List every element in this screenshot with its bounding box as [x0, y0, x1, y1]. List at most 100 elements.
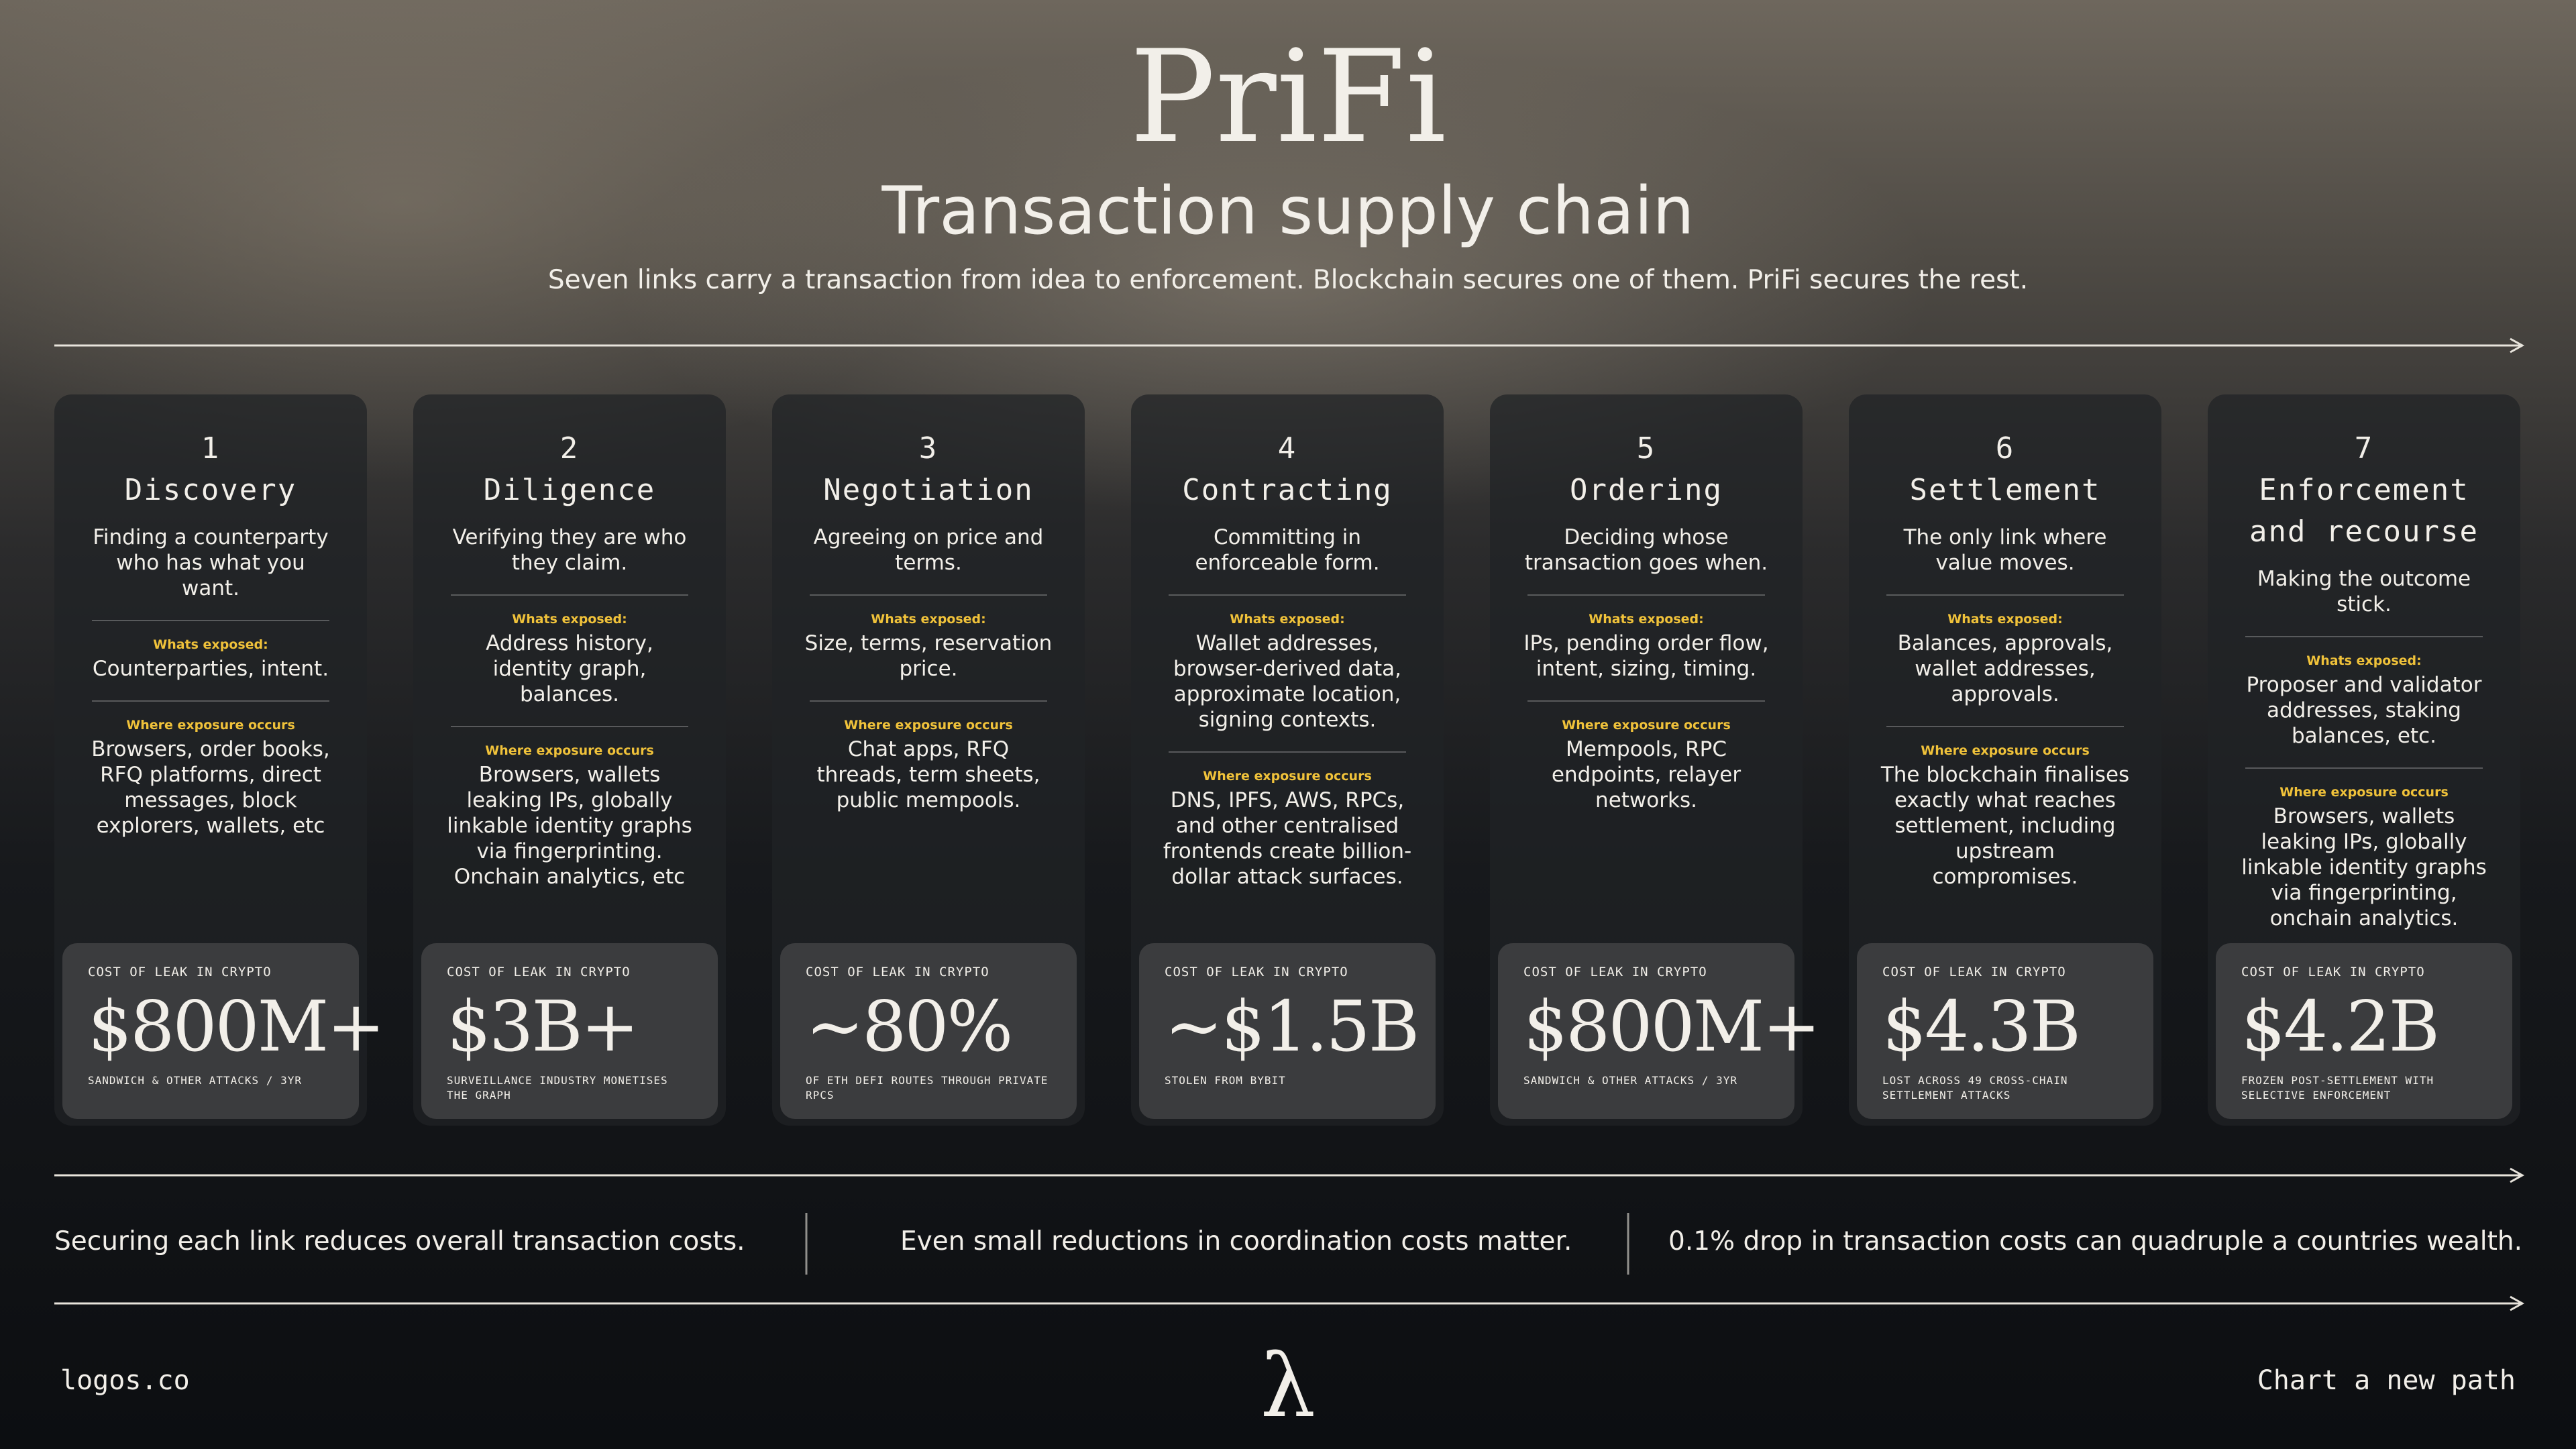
statement: 0.1% drop in transaction costs can quadr… [1668, 1226, 2522, 1256]
title: PriFi [1129, 23, 1447, 171]
separator [1169, 594, 1406, 596]
separator [810, 700, 1047, 702]
card-number: 6 [1995, 431, 2015, 466]
card-number: 2 [559, 431, 580, 466]
card-title: Negotiation [823, 473, 1034, 507]
cost-box: COST OF LEAK IN CRYPTO $3B+ SURVEILLANCE I… [421, 943, 718, 1119]
card-number: 4 [1277, 431, 1297, 466]
occurs-text: Browsers, order books, RFQ platforms, di… [91, 737, 330, 838]
cost-box: COST OF LEAK IN CRYPTO ~80% OF ETH DEFI RO… [780, 943, 1077, 1119]
card-title: Discovery [124, 473, 297, 507]
separator [2245, 636, 2483, 637]
card: 7 Enforcement and recourse Making the outc… [2208, 394, 2520, 1126]
card-description: The only link where value moves. [1903, 525, 2107, 575]
cost-box: COST OF LEAK IN CRYPTO ~$1.5B STOLEN FROM … [1139, 943, 1436, 1119]
exposed-label: Whats exposed: [512, 612, 627, 627]
card-description: Making the outcome stick. [2257, 567, 2471, 616]
exposed-label: Whats exposed: [2306, 653, 2422, 668]
cost-label: COST OF LEAK IN CRYPTO [1523, 965, 1707, 979]
heading: Transaction supply chain [881, 173, 1695, 250]
exposed-label: Whats exposed: [1947, 612, 2063, 627]
separator [1169, 751, 1406, 753]
cost-note: FROZEN POST-SETTLEMENT WITH SELECTIVE EN… [2241, 1074, 2434, 1102]
cost-note: SANDWICH & OTHER ATTACKS / 3YR [1523, 1074, 1737, 1087]
card-number: 1 [201, 431, 221, 466]
exposed-text: Balances, approvals, wallet addresses, a… [1897, 631, 2113, 706]
card-number: 3 [918, 431, 938, 466]
exposed-label: Whats exposed: [871, 612, 986, 627]
occurs-label: Where exposure occurs [1921, 743, 2090, 758]
cost-value: $800M+ [1523, 985, 1821, 1067]
card-title: Ordering [1570, 473, 1723, 507]
exposed-text: Proposer and validator addresses, stakin… [2246, 673, 2482, 748]
cost-box: COST OF LEAK IN CRYPTO $4.3B LOST ACROSS 4… [1857, 943, 2153, 1119]
cost-value: $4.2B [2241, 985, 2440, 1067]
cost-box: COST OF LEAK IN CRYPTO $4.2B FROZEN POST-S… [2216, 943, 2512, 1119]
cost-value: ~$1.5B [1165, 985, 1419, 1067]
separator [92, 620, 329, 621]
exposed-label: Whats exposed: [153, 637, 268, 652]
cost-note: STOLEN FROM BYBIT [1165, 1074, 1286, 1087]
occurs-label: Where exposure occurs [844, 718, 1013, 733]
cost-label: COST OF LEAK IN CRYPTO [2241, 965, 2425, 979]
separator [1527, 700, 1765, 702]
separator [451, 594, 688, 596]
card-title: Contracting [1182, 473, 1393, 507]
card: 4 Contracting Committing in enforceable fo… [1131, 394, 1444, 1126]
card: 1 Discovery Finding a counterparty who has… [54, 394, 385, 1126]
separator [1527, 594, 1765, 596]
occurs-text: Browsers, wallets leaking IPs, globally … [447, 763, 692, 889]
statement: Even small reductions in coordination co… [900, 1226, 1572, 1256]
cost-label: COST OF LEAK IN CRYPTO [1882, 965, 2066, 979]
cost-note: SANDWICH & OTHER ATTACKS / 3YR [88, 1074, 302, 1087]
logo: λ [1260, 1335, 1316, 1437]
cost-value: $3B+ [447, 985, 639, 1067]
occurs-label: Where exposure occurs [2279, 785, 2449, 800]
cost-value: $800M+ [88, 985, 385, 1067]
card-title: Settlement [1909, 473, 2101, 507]
cost-value: ~80% [806, 985, 1013, 1067]
separator [451, 726, 688, 727]
occurs-label: Where exposure occurs [485, 743, 654, 758]
exposed-text: IPs, pending order flow, intent, sizing,… [1523, 631, 1769, 681]
exposed-text: Size, terms, reservation price. [804, 631, 1053, 681]
separator [1886, 726, 2124, 727]
cost-label: COST OF LEAK IN CRYPTO [447, 965, 631, 979]
exposed-text: Address history, identity graph, balance… [486, 631, 653, 706]
occurs-text: Browsers, wallets leaking IPs, globally … [2241, 804, 2487, 930]
occurs-label: Where exposure occurs [1203, 769, 1372, 784]
cost-label: COST OF LEAK IN CRYPTO [806, 965, 989, 979]
subtitle: Seven links carry a transaction from ide… [547, 265, 2029, 295]
occurs-label: Where exposure occurs [1562, 718, 1731, 733]
card-number: 7 [2354, 431, 2374, 466]
card-number: 5 [1636, 431, 1656, 466]
cost-box: COST OF LEAK IN CRYPTO $800M+ SANDWICH & O… [62, 943, 385, 1119]
exposed-label: Whats exposed: [1589, 612, 1704, 627]
exposed-text: Counterparties, intent. [92, 657, 329, 681]
card: 5 Ordering Deciding whose transaction goes… [1490, 394, 1821, 1126]
card-title: Enforcement and recourse [2249, 473, 2479, 549]
card: 3 Negotiation Agreeing on price and terms.… [772, 394, 1085, 1126]
cost-note: LOST ACROSS 49 CROSS-CHAIN SETTLEMENT AT… [1882, 1074, 2068, 1102]
separator [810, 594, 1047, 596]
site[interactable]: logos.co [60, 1365, 190, 1396]
card-description: Verifying they are who they claim. [452, 525, 687, 575]
card-description: Committing in enforceable form. [1195, 525, 1380, 575]
cost-box: COST OF LEAK IN CRYPTO $800M+ SANDWICH & O… [1498, 943, 1821, 1119]
separator [92, 700, 329, 702]
exposed-text: Wallet addresses, browser-derived data, … [1173, 631, 1401, 732]
occurs-text: The blockchain finalises exactly what re… [1880, 763, 2130, 889]
exposed-label: Whats exposed: [1230, 612, 1345, 627]
card-description: Deciding whose transaction goes when. [1524, 525, 1768, 575]
card-title: Diligence [483, 473, 656, 507]
separator [2245, 767, 2483, 769]
tagline: Chart a new path [2257, 1365, 2516, 1396]
occurs-text: Chat apps, RFQ threads, term sheets, pub… [816, 737, 1040, 812]
cost-note: OF ETH DEFI ROUTES THROUGH PRIVATE RPCS [806, 1074, 1049, 1102]
occurs-label: Where exposure occurs [126, 718, 295, 733]
card: 6 Settlement The only link where value mov… [1849, 394, 2161, 1126]
cost-note: SURVEILLANCE INDUSTRY MONETISES THE GRAP… [447, 1074, 668, 1102]
statement: Securing each link reduces overall trans… [54, 1226, 745, 1256]
